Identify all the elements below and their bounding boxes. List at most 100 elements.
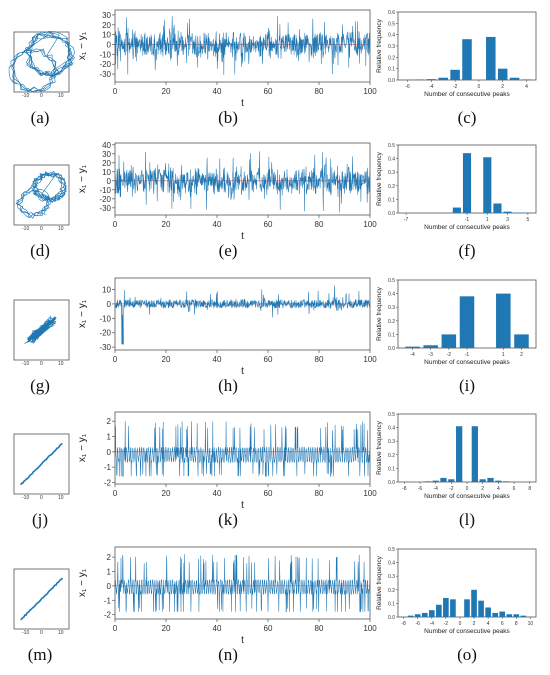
bar-x-1 bbox=[462, 153, 472, 213]
x-tick-label: 1 bbox=[486, 217, 489, 223]
bar-x5 bbox=[503, 481, 510, 482]
y-tick-label: -20 bbox=[99, 60, 111, 69]
x-tick-label: 4 bbox=[525, 84, 528, 90]
signal-line bbox=[114, 285, 371, 345]
y-tick-label: 0.5 bbox=[388, 278, 395, 284]
y-tick-label: 0.0 bbox=[388, 211, 395, 217]
y-tick-label: 0.1 bbox=[388, 197, 395, 203]
x-tick-label: -2 bbox=[444, 621, 449, 627]
x-tick-label: 60 bbox=[264, 220, 273, 229]
timeseries-panel-(k): 0 20 40 60 80 100 2 1 0 -1 -2 t x₁ − y₁ bbox=[77, 411, 377, 511]
y-tick-label: -30 bbox=[99, 204, 111, 213]
y-tick-label: 10 bbox=[102, 31, 111, 40]
x-tick-label: -6 bbox=[405, 84, 410, 90]
signal-line bbox=[114, 15, 371, 75]
panel-label-l: (l) bbox=[459, 510, 475, 529]
y-tick-label: 0.2 bbox=[388, 184, 395, 190]
x-tick-label: 0 bbox=[113, 355, 118, 364]
y-tick-label: 0.2 bbox=[388, 55, 395, 61]
bar-x5 bbox=[492, 612, 498, 617]
y-tick-label: 0.4 bbox=[388, 157, 395, 163]
y-tick-label: 1 bbox=[107, 433, 112, 442]
tick-label: 0 bbox=[40, 630, 43, 636]
tick-label: 0 bbox=[40, 495, 43, 501]
x-tick-label: 20 bbox=[162, 87, 171, 96]
x-tick-label: 80 bbox=[315, 489, 324, 498]
bar-x-5 bbox=[421, 612, 428, 617]
x-tick-label: 100 bbox=[363, 355, 377, 364]
x-tick-label: 20 bbox=[162, 355, 171, 364]
y-tick-label: -1 bbox=[104, 463, 112, 472]
y-tick-label: -10 bbox=[99, 186, 111, 195]
y-tick-label: -10 bbox=[99, 314, 111, 323]
bar-x9 bbox=[520, 615, 527, 617]
thumbnail-frame bbox=[13, 31, 70, 93]
y-tick-label: 0 bbox=[107, 177, 112, 186]
histogram-panel-(i): -4 -3 -2 -1 1 2 0.0 0.1 0.2 0.3 0.4 0.5 Number of co… bbox=[376, 278, 537, 366]
x-tick-label: 80 bbox=[315, 87, 324, 96]
x-tick-label: 2 bbox=[501, 84, 504, 90]
bar-x-2 bbox=[443, 597, 449, 617]
x-tick-label: 0 bbox=[113, 87, 118, 96]
x-tick-label: 20 bbox=[162, 624, 171, 633]
timeseries-panel-(n): 0 20 40 60 80 100 2 1 0 -1 -2 t x₁ − y₁ bbox=[77, 546, 377, 646]
x-tick-label: 0 bbox=[466, 486, 469, 492]
y-tick-label: 0.3 bbox=[388, 170, 395, 176]
y-tick-label: 30 bbox=[102, 11, 111, 20]
x-axis-label: t bbox=[241, 500, 244, 511]
bar-x-2 bbox=[450, 69, 460, 80]
histogram-panel-(c): -6 -4 -2 0 2 4 0.0 0.1 0.2 0.3 0.4 0.5 0.6 Number of … bbox=[376, 10, 537, 98]
y-tick-label: 0.3 bbox=[388, 44, 395, 50]
signal-line bbox=[114, 554, 371, 613]
y-tick-label: 0.1 bbox=[388, 67, 395, 73]
bar-x2 bbox=[514, 334, 529, 348]
x-tick-label: 0 bbox=[113, 220, 118, 229]
signal-line bbox=[114, 421, 371, 477]
x-tick-label: 0 bbox=[113, 624, 118, 633]
x-tick-label: -4 bbox=[429, 84, 434, 90]
bar-x-3 bbox=[438, 77, 448, 80]
y-axis-label: Relative frequency bbox=[376, 18, 383, 73]
y-tick-label: -30 bbox=[99, 343, 111, 352]
tick-label: 10 bbox=[58, 226, 64, 232]
x-tick-label: 4 bbox=[487, 621, 490, 627]
y-tick-label: 0.5 bbox=[388, 547, 395, 553]
x-tick-label: 40 bbox=[213, 87, 222, 96]
x-axis-label: t bbox=[241, 98, 244, 109]
y-tick-label: 0.1 bbox=[388, 601, 395, 607]
x-tick-label: 0 bbox=[478, 84, 481, 90]
x-tick-label: 2 bbox=[481, 486, 484, 492]
bar-x8 bbox=[513, 614, 520, 617]
y-tick-label: -2 bbox=[104, 611, 112, 620]
x-tick-label: 4 bbox=[497, 486, 500, 492]
bar-x-1 bbox=[456, 426, 463, 482]
x-tick-label: 5 bbox=[526, 217, 529, 223]
y-tick-label: -20 bbox=[99, 329, 111, 338]
tick-label: 0 bbox=[40, 226, 43, 232]
panel-label-a: (a) bbox=[31, 108, 50, 127]
y-tick-label: 2 bbox=[107, 553, 112, 562]
x-tick-label: 100 bbox=[363, 624, 377, 633]
histogram-panel-(o): -8 -6 -4 -2 0 2 4 6 8 10 0.0 0.1 0.2 0.3 0.4 0.5 Number … bbox=[376, 547, 537, 635]
tick-label: -10 bbox=[22, 361, 29, 367]
panel-label-c: (c) bbox=[458, 108, 477, 127]
plot-frame bbox=[114, 277, 371, 351]
tick-label: 10 bbox=[58, 495, 64, 501]
y-tick-label: 10 bbox=[102, 168, 111, 177]
x-tick-label: 1 bbox=[502, 352, 505, 358]
y-tick-label: 20 bbox=[102, 159, 111, 168]
y-tick-label: 0.4 bbox=[388, 561, 395, 567]
x-axis-label: Number of consecutive peaks bbox=[424, 628, 510, 635]
x-tick-label: -2 bbox=[453, 84, 458, 90]
x-tick-label: -3 bbox=[428, 352, 433, 358]
y-tick-label: 0.0 bbox=[388, 78, 395, 84]
y-tick-label: 0 bbox=[107, 582, 112, 591]
x-axis-label: t bbox=[241, 231, 244, 242]
x-tick-label: -1 bbox=[465, 352, 470, 358]
x-tick-label: -7 bbox=[404, 217, 409, 223]
y-tick-label: 0.0 bbox=[388, 346, 395, 352]
y-tick-label: 0.5 bbox=[388, 21, 395, 27]
x-tick-label: 2 bbox=[473, 621, 476, 627]
